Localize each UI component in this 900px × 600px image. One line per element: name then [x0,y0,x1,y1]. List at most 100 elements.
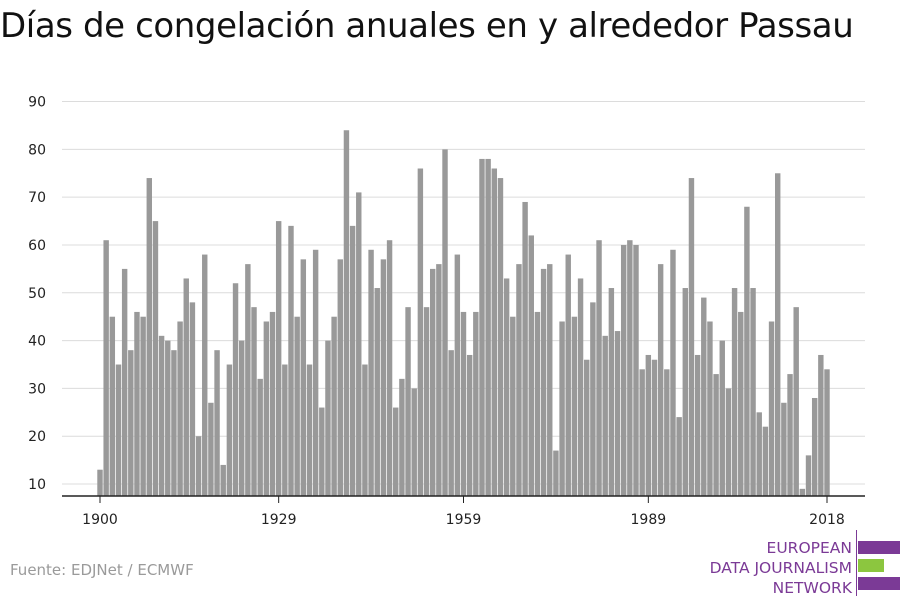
bar-1985 [620,244,627,496]
bar-1975 [559,321,565,496]
bar-2006 [750,288,756,496]
bar-1945 [374,288,380,496]
bar-1954 [429,268,436,496]
bar-1990 [651,359,658,496]
bar-1933 [300,259,307,496]
bar-1963 [485,158,491,496]
logo-bar-bottom [858,577,900,590]
bar-1973 [547,264,553,496]
bar-2003 [731,288,738,496]
bar-1927 [263,321,270,496]
bar-1948 [393,407,399,496]
bar-2015 [805,455,812,496]
bar-1968 [516,264,522,496]
bar-1944 [368,249,374,496]
y-tick-label: 80 [28,142,46,158]
bar-2000 [713,374,719,496]
bar-1993 [670,249,676,496]
bar-1952 [417,168,424,496]
bar-2005 [744,206,750,497]
bar-1971 [534,311,541,496]
bar-1965 [497,178,504,496]
bar-1939 [337,259,343,496]
bar-1978 [577,278,584,496]
bar-1987 [633,244,639,496]
bar-1988 [639,369,645,496]
logo-divider [856,530,857,596]
x-tick-label: 1989 [631,512,667,528]
bar-1920 [220,464,226,496]
bar-1967 [510,316,516,496]
bar-1947 [386,240,393,496]
bar-1935 [312,249,319,496]
edjnet-logo: EUROPEAN DATA JOURNALISM NETWORK [690,528,900,598]
bar-1946 [380,259,387,496]
bar-2010 [775,173,781,496]
bar-1906 [134,311,140,496]
bar-1902 [109,316,116,496]
bar-1911 [165,340,171,496]
bar-1919 [214,350,220,496]
bar-1905 [128,350,134,496]
logo-bar-top [858,541,900,554]
bar-1999 [707,321,713,496]
bar-1980 [590,302,596,496]
bar-1949 [399,378,405,496]
y-axis-ticks: 10 20 30 40 50 60 70 80 90 [28,95,46,493]
bar-1914 [183,278,189,496]
bar-1924 [245,264,251,496]
bar-1901 [103,240,109,496]
bar-2009 [768,321,775,496]
bar-1969 [522,201,528,497]
bar-2004 [738,311,744,496]
bar-2018 [824,369,830,496]
bar-1931 [288,225,294,497]
bar-1976 [565,254,571,496]
bar-2014 [799,488,806,496]
bar-1903 [115,364,122,496]
bar-1981 [596,240,602,496]
bar-1960 [466,354,473,496]
bar-1913 [177,321,183,496]
bar-1925 [251,307,257,496]
y-tick-label: 30 [28,381,46,397]
bar-1900 [97,469,103,496]
bar-1996 [688,178,695,496]
bar-1983 [608,288,615,496]
bar-1930 [282,364,288,496]
bar-1982 [602,335,608,496]
bar-1923 [238,340,245,496]
bar-1979 [584,359,590,496]
bar-1932 [294,316,300,496]
bar-1958 [454,254,461,496]
bar-1936 [319,407,325,496]
bar-1955 [436,264,442,496]
bar-1966 [503,278,510,496]
bar-1951 [411,388,417,496]
bar-2008 [762,426,769,496]
bar-1934 [306,364,313,496]
y-tick-label: 50 [28,286,46,302]
bar-1910 [158,335,165,496]
logo-line-data-journalism: DATA JOURNALISM [709,559,852,577]
bar-1938 [331,316,337,496]
bar-1956 [442,149,448,496]
bar-1904 [121,268,128,496]
bar-1994 [676,417,682,496]
bars [97,130,830,497]
bar-1959 [460,311,467,496]
bar-2017 [818,354,824,496]
x-tick-label: 1959 [446,512,482,528]
x-tick-label: 1929 [261,512,297,528]
bar-2016 [811,397,818,496]
bar-1984 [614,331,621,496]
bar-1929 [275,221,282,497]
bar-1918 [208,402,214,496]
y-tick-label: 70 [28,190,46,206]
bar-1977 [571,316,578,496]
bar-2013 [793,307,799,496]
bar-1912 [171,350,177,496]
bar-2012 [787,374,793,496]
y-tick-label: 10 [28,477,46,493]
